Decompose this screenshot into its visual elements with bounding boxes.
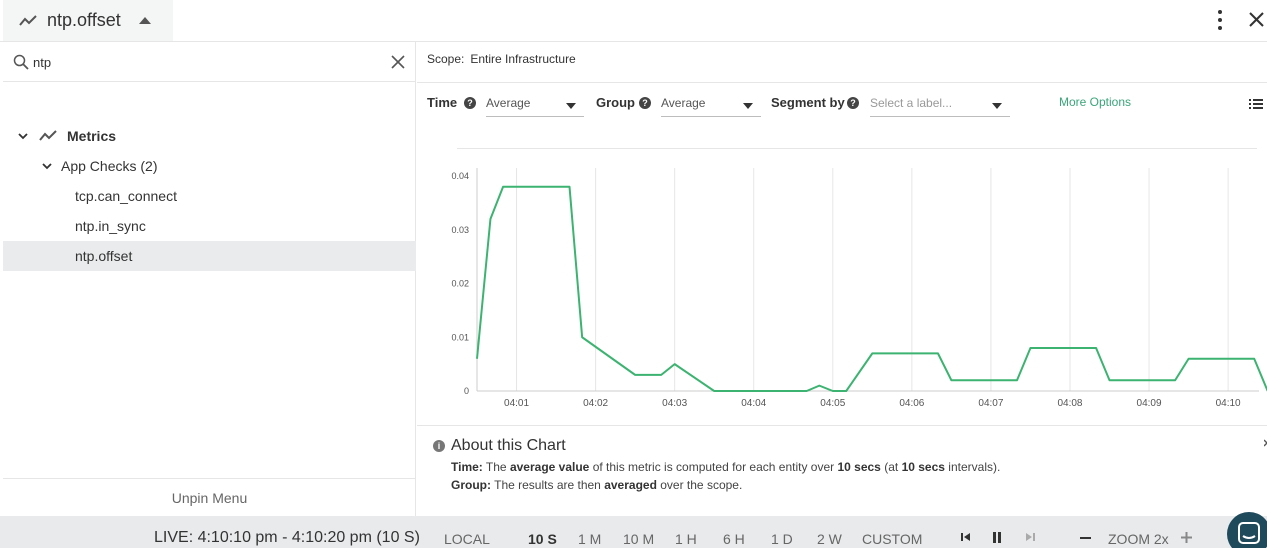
group-aggregation-value: Average xyxy=(661,96,706,110)
unpin-menu-button[interactable]: Unpin Menu xyxy=(3,478,416,516)
tree-node-app-checks[interactable]: App Checks (2) xyxy=(3,151,416,181)
segment-by-select[interactable]: Select a label... xyxy=(870,89,1010,117)
chat-widget-button[interactable] xyxy=(1227,512,1267,548)
timezone-local-toggle[interactable]: LOCAL xyxy=(444,531,490,547)
about-title: About this Chart xyxy=(451,437,566,454)
range-1h[interactable]: 1 H xyxy=(675,531,697,547)
x-tick-label: 04:02 xyxy=(583,398,608,409)
caret-down-icon xyxy=(743,103,753,109)
range-10s[interactable]: 10 S xyxy=(528,531,557,547)
pause-icon[interactable] xyxy=(992,532,1002,543)
help-icon[interactable]: ? xyxy=(639,97,651,109)
range-custom[interactable]: CUSTOM xyxy=(862,531,923,547)
chevron-down-icon[interactable] xyxy=(17,130,29,142)
x-tick-label: 04:06 xyxy=(899,398,924,409)
chart-panel: Scope: Entire Infrastructure Time ? Avera… xyxy=(417,42,1267,516)
scope-label: Scope: xyxy=(427,52,465,66)
info-icon: i xyxy=(433,440,445,452)
about-this-chart: i About this Chart Time: The average val… xyxy=(433,437,1263,492)
range-1d[interactable]: 1 D xyxy=(771,531,793,547)
tree-item-label: tcp.can_connect xyxy=(75,188,177,204)
x-tick-label: 04:03 xyxy=(662,398,687,409)
time-label: Time xyxy=(427,95,458,110)
range-2w[interactable]: 2 W xyxy=(817,531,842,547)
tree-label-app-checks: App Checks (2) xyxy=(61,158,158,174)
x-tick-label: 04:05 xyxy=(820,398,845,409)
search-icon xyxy=(13,54,29,70)
metric-tab[interactable]: ntp.offset xyxy=(3,0,173,41)
segment-by-placeholder: Select a label... xyxy=(870,96,953,110)
zoom-in-icon[interactable] xyxy=(1181,532,1192,543)
zoom-out-icon[interactable] xyxy=(1080,537,1091,539)
skip-back-icon[interactable] xyxy=(961,532,971,542)
chat-icon xyxy=(1238,522,1260,544)
help-icon[interactable]: ? xyxy=(847,97,859,109)
top-bar: ntp.offset xyxy=(0,0,1267,42)
search-input[interactable] xyxy=(33,51,373,73)
tree-label-metrics: Metrics xyxy=(67,128,117,144)
clear-search-icon[interactable] xyxy=(390,54,406,70)
line-chart[interactable]: 04:01 04:02 04:03 04:04 04:05 04:06 04:07 04:08… xyxy=(417,157,1267,417)
group-label: Group xyxy=(596,95,635,110)
chart-options-bar: Time ? Average Group ? Average Segment b… xyxy=(417,83,1267,123)
tree-item-label: ntp.in_sync xyxy=(75,218,146,234)
close-about-icon[interactable] xyxy=(1264,438,1267,448)
time-navigation-bar: LIVE: 4:10:10 pm - 4:10:20 pm (10 S) LOC… xyxy=(0,516,1267,548)
help-icon[interactable]: ? xyxy=(464,97,476,109)
kebab-menu-icon[interactable] xyxy=(1213,10,1227,30)
series-line xyxy=(476,185,1267,392)
list-icon[interactable] xyxy=(1249,98,1263,110)
y-tick-label: 0.01 xyxy=(451,332,469,342)
metric-title: ntp.offset xyxy=(47,10,121,30)
time-aggregation-value: Average xyxy=(486,96,531,110)
y-tick-label: 0.03 xyxy=(451,225,469,235)
y-tick-label: 0.04 xyxy=(451,171,469,181)
range-1m[interactable]: 1 M xyxy=(578,531,602,547)
close-icon[interactable] xyxy=(1246,9,1266,29)
metric-browser-panel: Metrics App Checks (2) tcp.can_connect n… xyxy=(3,42,416,516)
time-aggregation-select[interactable]: Average xyxy=(486,89,584,117)
scope-display[interactable]: Scope: Entire Infrastructure xyxy=(427,52,576,66)
tree-item-label: ntp.offset xyxy=(75,248,133,264)
tree-item-ntp-in-sync[interactable]: ntp.in_sync xyxy=(3,211,416,241)
zoom-level: ZOOM 2x xyxy=(1108,531,1169,547)
more-options-link[interactable]: More Options xyxy=(1059,95,1132,109)
divider xyxy=(417,82,1267,83)
caret-up-icon[interactable] xyxy=(138,17,151,24)
skip-forward-icon[interactable] xyxy=(1025,532,1035,542)
x-tick-label: 04:09 xyxy=(1137,398,1162,409)
x-tick-label: 04:01 xyxy=(504,398,529,409)
chevron-down-icon[interactable] xyxy=(41,160,53,172)
divider xyxy=(417,425,1267,426)
tree-item-tcp-can-connect[interactable]: tcp.can_connect xyxy=(3,181,416,211)
about-time-text: Time: The average value of this metric i… xyxy=(451,460,1001,474)
scope-value: Entire Infrastructure xyxy=(470,52,576,66)
about-group-text: Group: The results are then averaged ove… xyxy=(451,478,743,492)
caret-down-icon xyxy=(566,103,576,109)
group-aggregation-select[interactable]: Average xyxy=(661,89,761,117)
y-tick-label: 0.02 xyxy=(451,279,469,289)
search-bar xyxy=(3,42,415,82)
range-10m[interactable]: 10 M xyxy=(623,531,655,547)
tree-node-metrics[interactable]: Metrics xyxy=(3,121,416,151)
range-6h[interactable]: 6 H xyxy=(723,531,745,547)
x-tick-label: 04:07 xyxy=(978,398,1003,409)
x-tick-label: 04:10 xyxy=(1216,398,1241,409)
x-tick-label: 04:08 xyxy=(1057,398,1082,409)
segment-by-label: Segment by xyxy=(771,95,845,110)
live-time-range: LIVE: 4:10:10 pm - 4:10:20 pm (10 S) xyxy=(154,529,420,546)
line-chart-icon xyxy=(19,14,37,26)
line-chart-icon xyxy=(39,130,57,141)
divider xyxy=(457,148,1257,149)
tree-item-ntp-offset[interactable]: ntp.offset xyxy=(3,241,416,271)
caret-down-icon xyxy=(992,103,1002,109)
x-tick-label: 04:04 xyxy=(741,398,766,409)
y-tick-label: 0 xyxy=(464,386,469,396)
